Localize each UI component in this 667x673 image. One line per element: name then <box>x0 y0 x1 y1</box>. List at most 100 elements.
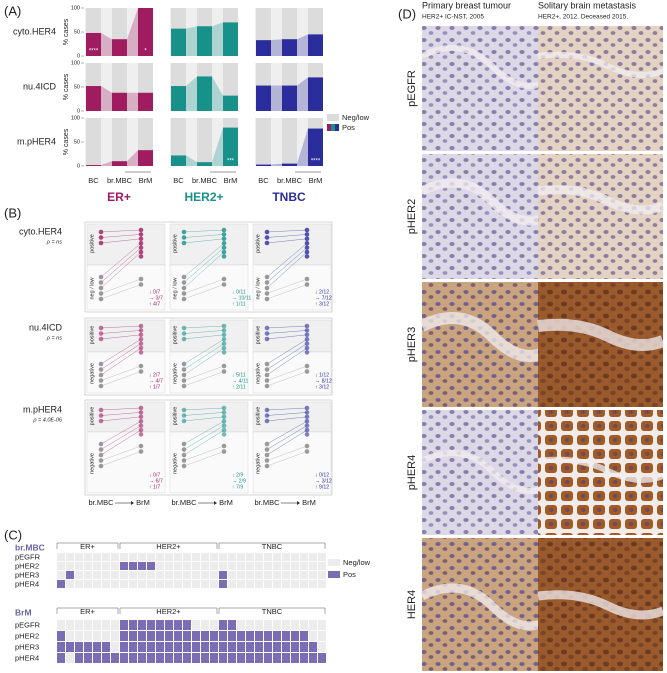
status-cell <box>102 620 110 630</box>
patient-dot <box>264 407 270 413</box>
status-cell <box>264 620 272 630</box>
status-cell <box>273 553 281 561</box>
patient-dot <box>181 336 187 342</box>
patient-dot <box>138 282 144 287</box>
patient-dot <box>181 458 187 463</box>
patient-dot <box>304 249 310 255</box>
x-tick-label: BrM <box>224 176 238 185</box>
patient-dot <box>98 418 104 424</box>
patient-dot <box>221 227 227 233</box>
patient-dot <box>221 328 227 333</box>
marker-name: pEGFR <box>15 552 41 561</box>
patient-dot <box>304 236 310 242</box>
patient-dot <box>264 331 270 336</box>
patient-dot <box>264 367 270 372</box>
status-cell <box>210 620 218 630</box>
patient-dot <box>304 245 310 250</box>
transition <box>266 251 308 289</box>
y-tick-label: 100 <box>71 115 80 121</box>
status-cell <box>147 553 155 561</box>
patient-dot <box>264 383 270 389</box>
x-tick-label: BrM <box>309 176 323 185</box>
status-cell <box>291 553 299 561</box>
status-cell <box>57 553 65 561</box>
status-cell <box>318 642 326 652</box>
transition <box>183 429 225 456</box>
status-cell <box>300 620 308 630</box>
transition <box>100 334 142 340</box>
status-cell <box>120 653 128 663</box>
status-cell <box>318 631 326 641</box>
status-cell <box>246 562 254 570</box>
status-cell <box>228 571 236 579</box>
status-cell <box>318 620 326 630</box>
status-cell <box>219 571 227 579</box>
status-cell <box>93 642 101 652</box>
pos-bar <box>138 8 153 56</box>
status-cell <box>201 653 209 663</box>
status-cell <box>102 553 110 561</box>
row-label: pHER3 <box>406 327 418 362</box>
x-tick-label: BC <box>88 176 99 185</box>
row-name: cyto.HER4 <box>19 226 62 236</box>
status-cell <box>111 620 119 630</box>
stroma <box>537 456 665 483</box>
status-cell <box>66 580 74 588</box>
pos-area <box>127 92 138 111</box>
status-cell <box>57 580 65 588</box>
status-cell <box>111 653 119 663</box>
status-cell <box>237 571 245 579</box>
patient-dot <box>138 350 144 355</box>
patient-dot <box>264 274 270 280</box>
status-cell <box>309 642 317 652</box>
patient-dot <box>304 254 310 259</box>
marker-name: pHER2 <box>15 631 39 640</box>
status-cell <box>318 553 326 561</box>
status-cell <box>165 553 173 561</box>
y-tick-label: 50 <box>74 29 80 35</box>
pos-area <box>271 163 282 166</box>
status-cell <box>129 620 137 630</box>
pos-bar <box>197 162 212 166</box>
status-cell <box>111 571 119 579</box>
pos-area <box>127 8 138 56</box>
status-cell <box>111 631 119 641</box>
patient-dot <box>138 254 144 259</box>
patient-dot <box>181 447 187 452</box>
status-cell <box>111 642 119 652</box>
transition-count: ↓ 2/12 <box>315 289 329 295</box>
status-cell <box>246 580 254 588</box>
transition-count: ↓ 0/12 <box>315 472 329 478</box>
status-cell <box>318 571 326 579</box>
patient-dot <box>221 427 227 433</box>
status-cell <box>120 631 128 641</box>
patient-dot <box>264 413 270 418</box>
pos-bar <box>308 128 323 166</box>
status-cell <box>165 580 173 588</box>
patient-dot <box>221 282 227 287</box>
pos-bar <box>171 155 186 166</box>
pos-area <box>297 128 308 166</box>
status-cell <box>273 580 281 588</box>
patient-dot <box>181 418 187 424</box>
transition <box>100 429 142 456</box>
status-cell <box>300 631 308 641</box>
patient-dot <box>138 249 144 255</box>
legend-swatch <box>331 124 335 131</box>
status-cell <box>66 571 74 579</box>
legend-swatch <box>328 571 340 578</box>
patient-dot <box>181 280 187 285</box>
stroma <box>537 318 666 351</box>
status-cell <box>228 553 236 561</box>
transition <box>100 371 142 387</box>
transition <box>183 238 225 244</box>
legend-label: Neg/low <box>342 113 370 122</box>
pos-area <box>101 161 112 166</box>
legend-swatch <box>328 559 340 566</box>
x-tick-label: BC <box>258 176 269 185</box>
y-axis-label: % cases <box>63 73 70 100</box>
status-cell <box>264 553 272 561</box>
status-cell <box>174 562 182 570</box>
transition-count: → 2/9 <box>232 478 246 484</box>
stroma <box>419 178 550 226</box>
